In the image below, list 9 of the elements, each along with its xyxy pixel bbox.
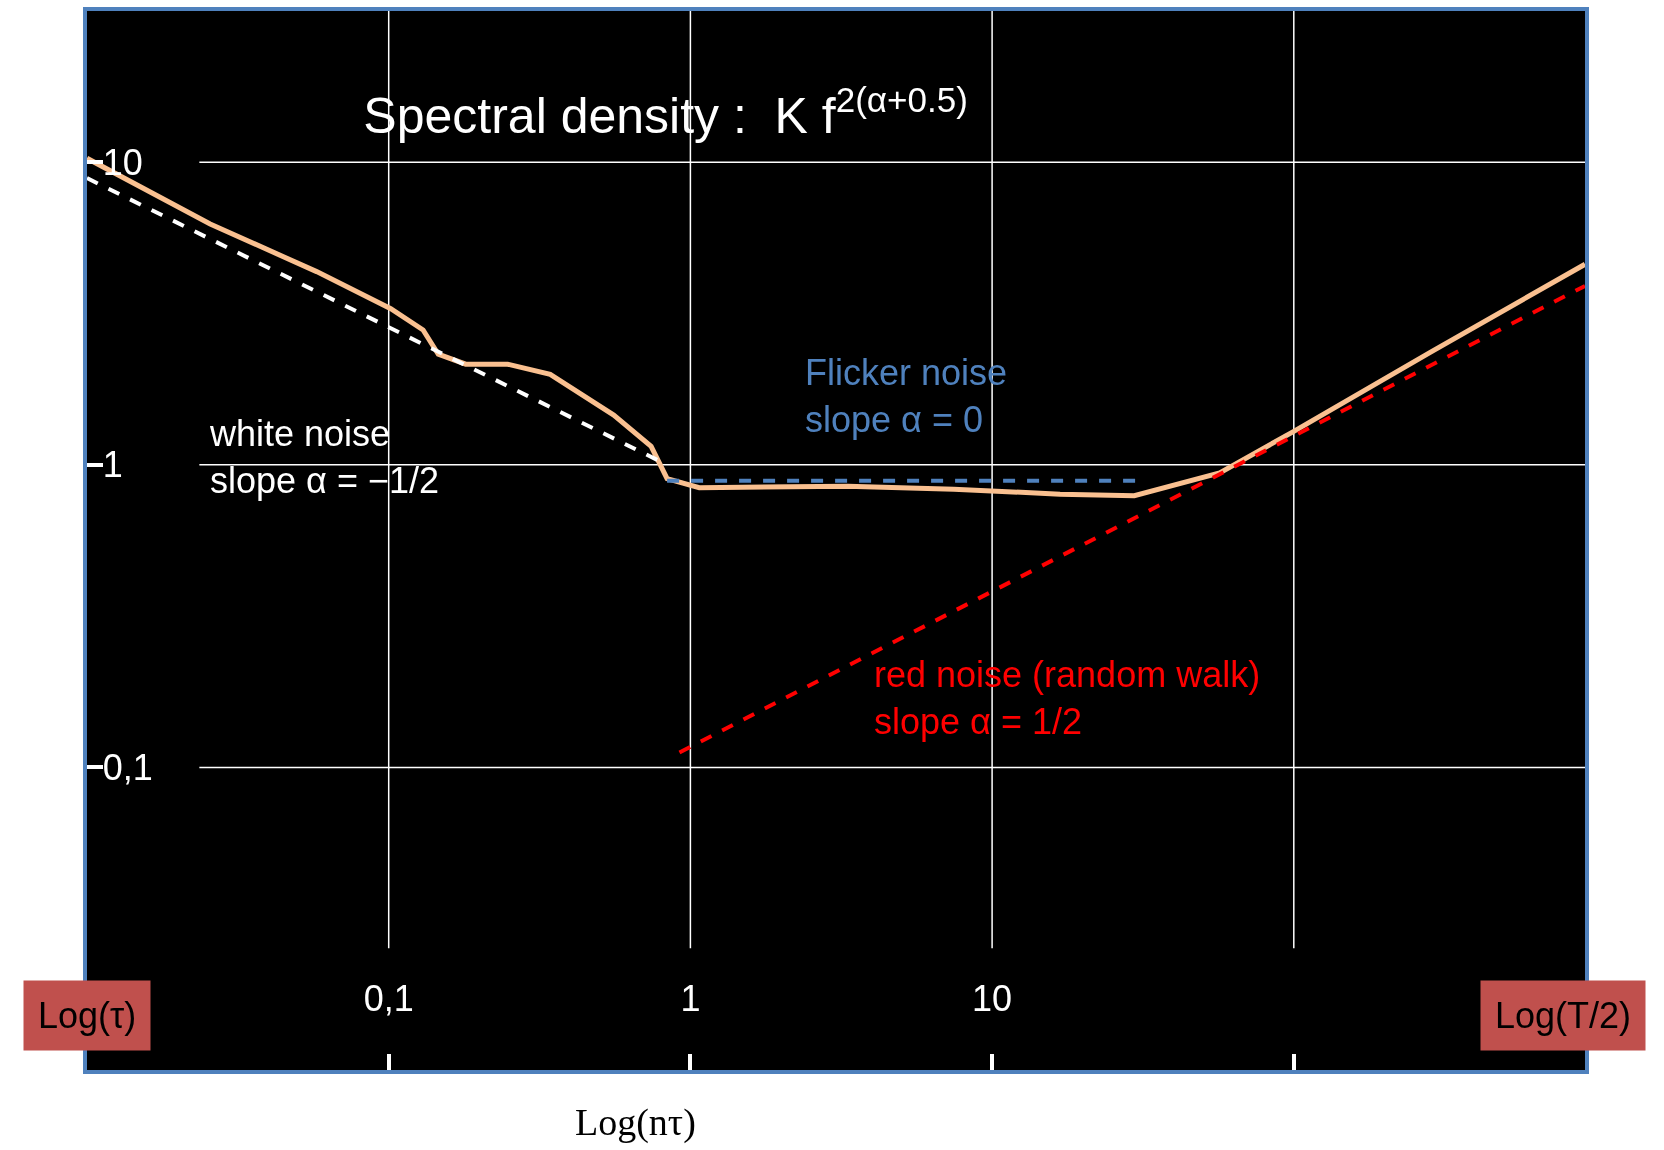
y-tick-label: 0,1 [102, 747, 153, 788]
y-tick-label: 1 [102, 444, 123, 486]
x-tick-label: 1 [680, 978, 701, 1019]
y-tick-label: 10 [102, 141, 143, 183]
x-axis-title: Log(nτ) [575, 1101, 696, 1144]
annotation: Log(τ) [38, 995, 137, 1036]
annotation: Log(T/2) [1495, 995, 1632, 1036]
x-tick-label: 0,1 [363, 978, 414, 1019]
x-tick-label: 10 [972, 978, 1013, 1019]
